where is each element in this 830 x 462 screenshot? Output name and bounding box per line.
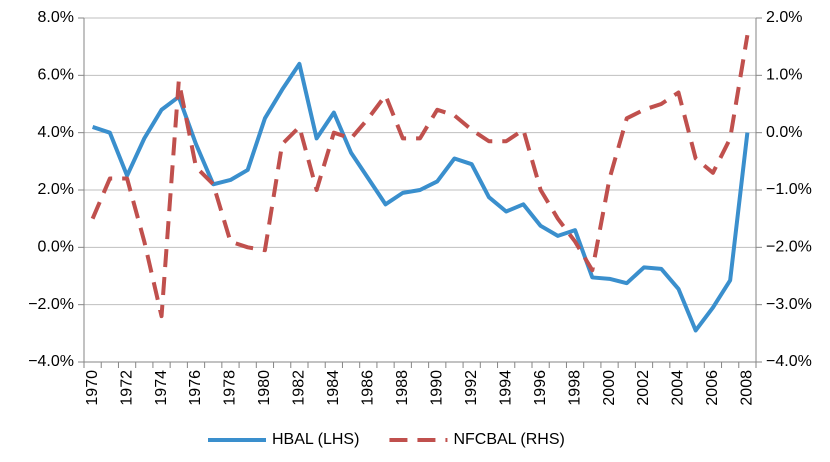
y-tick-label: 6.0% [38,67,74,84]
x-tick-label: 2002 [635,370,652,406]
x-tick-label: 1980 [256,370,273,406]
x-tick-label: 1990 [428,370,445,406]
x-tick-label: 2006 [704,370,721,406]
x-tick-label: 1984 [325,370,342,406]
x-tick-label: 1972 [118,370,135,406]
y2-tick-label: −3.0% [766,296,812,313]
x-tick-label: 1992 [463,370,480,406]
x-tick-label: 1982 [291,370,308,406]
x-tick-label: 1998 [566,370,583,406]
x-tick-label: 1974 [153,370,170,406]
y2-tick-label: 1.0% [766,67,802,84]
x-tick-label: 1986 [360,370,377,406]
y-tick-label: −2.0% [28,296,74,313]
y2-tick-label: 2.0% [766,9,802,26]
y-tick-label: 4.0% [38,124,74,141]
y2-tick-label: −1.0% [766,181,812,198]
x-tick-label: 1988 [394,370,411,406]
x-tick-label: 2008 [739,370,756,406]
y-tick-label: 2.0% [38,181,74,198]
y2-tick-label: −4.0% [766,353,812,370]
y-tick-label: 8.0% [38,9,74,26]
x-tick-label: 1996 [532,370,549,406]
series-line [91,61,750,333]
y2-tick-label: 0.0% [766,124,802,141]
x-tick-label: 1978 [222,370,239,406]
x-tick-label: 2000 [601,370,618,406]
legend-label: NFCBAL (RHS) [453,431,564,448]
x-tick-label: 1970 [84,370,101,406]
y2-tick-label: −2.0% [766,239,812,256]
y-tick-label: −4.0% [28,353,74,370]
y-tick-label: 0.0% [38,239,74,256]
legend-label: HBAL (LHS) [272,431,359,448]
series-line [90,34,750,319]
x-tick-label: 1976 [187,370,204,406]
x-tick-label: 2004 [670,370,687,406]
x-tick-label: 1994 [497,370,514,406]
